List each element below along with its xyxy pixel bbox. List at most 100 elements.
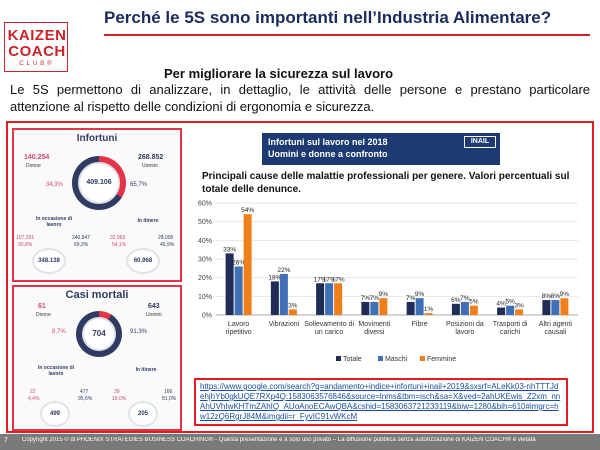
bar [451,303,460,315]
infortuni-iti-uomini: 28.005 [158,235,174,241]
infortuni-uomini-pct: 65,7% [130,182,148,188]
bar-data-label: 22% [277,267,290,274]
bar [515,309,524,315]
bar-data-label: 26% [232,259,245,266]
infortuni-occ-total: 348.138 [32,248,66,274]
source-url-box: https://www.google.com/search?q=andament… [194,378,568,426]
bar [460,301,469,315]
source-url-link[interactable]: https://www.google.com/search?q=andament… [200,382,561,421]
infortuni-itinere-label: In itinere [137,218,159,224]
bar-data-label: 4% [496,301,506,308]
mortali-iti-donne: 39 [114,389,120,395]
mortali-occasione-label: In occasione di lavoro [37,365,75,377]
bar-data-label: 17% [332,276,345,283]
y-tick-label: 60% [198,201,212,208]
bar-data-label: 33% [223,246,236,253]
mortali-iti-total: 205 [128,401,158,427]
infortuni-donne-label: Donne [26,163,41,169]
bar [406,301,415,315]
legend-entry: Maschi [385,356,408,363]
mortali-occ-uomini: 477 [80,389,89,395]
bar [415,298,424,315]
page-number: 7 [4,437,8,444]
mortali-donne-pct: 8,7% [52,329,66,335]
bar [325,283,334,315]
infortuni-title: Infortuni [76,133,118,144]
footer-bar: 7 Copyright 2015 © di PHOENIX STRATEGIES… [0,434,600,450]
legend-entry: Totale [343,356,362,363]
mortali-iti-uomini-pct: 81,0% [162,396,177,402]
bar [279,273,288,315]
y-tick-label: 20% [198,275,212,282]
slide-subtitle: Per migliorare la sicurezza sul lavoro [164,66,394,81]
legend-swatch [336,356,341,361]
mortali-iti-donne-pct: 19,0% [112,396,127,402]
x-tick-label: Sollevamento di un carico [304,321,354,336]
bar-data-label: 5% [505,299,515,306]
y-tick-label: 0% [202,313,212,320]
bar [542,300,551,315]
x-tick-label: Vibrazioni [269,321,300,328]
inail-logo: INAIL [464,136,496,148]
bar [551,300,560,315]
infortuni-uomini-count: 268.852 [138,154,164,161]
mortali-uomini-count: 643 [148,303,160,310]
infortuni-occ-donne-pct: 30,8% [18,242,33,248]
bar-data-label: 7% [406,295,416,302]
bar-data-label: 3% [288,302,298,309]
page-title: Perché le 5S sono importanti nell’Indust… [104,8,552,27]
bar-data-label: 7% [370,295,380,302]
infortuni-panel: Infortuni 140.254 Donne 268.852 Uomini 3… [12,128,182,282]
content-frame: Infortuni 140.254 Donne 268.852 Uomini 3… [6,121,594,433]
logo-line-3: CLUB® [19,61,55,67]
bar [560,298,569,315]
x-tick-label: Altri agenti causali [539,321,573,336]
mortali-occ-donne-pct: 4,4% [28,396,40,402]
mortali-iti-uomini: 166 [164,389,173,395]
bar-data-label: 8% [542,293,552,300]
mortali-occ-total: 499 [40,401,70,427]
infortuni-occ-donne: 107.291 [16,235,35,241]
x-tick-label: Movimenti diversi [358,321,390,336]
bar [497,307,506,315]
intro-text: Le 5S permettono di analizzare, in detta… [10,82,590,114]
mortali-total: 704 [82,317,116,351]
y-tick-label: 30% [198,257,212,264]
bar [225,253,234,315]
casi-mortali-title: Casi mortali [65,289,129,301]
y-tick-label: 40% [198,238,212,245]
x-tick-label: Posizioni da lavoro [446,321,484,336]
copyright-text: Copyright 2015 © di PHOENIX STRATEGIES B… [22,437,536,443]
bar [334,283,343,315]
infortuni-occasione-label: In occasione di lavoro [35,216,73,228]
bar-data-label: 17% [314,276,327,283]
bar-data-label: 18% [268,274,281,281]
mortali-itinere-label: In itinere [135,367,157,373]
x-tick-label: Fibre [412,321,428,328]
mortali-donne-count: 61 [38,303,46,310]
bar [288,309,297,315]
legend-swatch [378,356,383,361]
banner-line-2: Uomini e donne a confronto [268,149,388,159]
y-tick-label: 50% [198,219,212,226]
bar-data-label: 9% [379,291,389,298]
infortuni-total: 409.106 [78,162,120,204]
infortuni-donne-count: 140.254 [24,154,50,161]
bar [234,266,243,315]
mortali-occ-donne: 22 [30,389,36,395]
y-tick-label: 10% [198,294,212,301]
title-divider [104,34,590,36]
legend-swatch [420,356,425,361]
mortali-occ-uomini-pct: 95,6% [78,396,93,402]
inail-banner: Infortuni sul lavoro nel 2018 Uomini e d… [262,133,500,165]
bar [361,301,370,315]
bar-data-label: 8% [551,293,561,300]
bar-data-label: 9% [560,291,570,298]
mortali-uomini-pct: 91,3% [130,329,148,335]
logo-line-2: COACH [8,43,66,60]
bar-data-label: 1% [424,306,434,313]
infortuni-occ-uomini: 240.847 [72,235,91,241]
bar-data-label: 5% [469,299,479,306]
mortali-uomini-label: Uomini [146,312,162,318]
infortuni-iti-donne: 32.963 [110,235,126,241]
